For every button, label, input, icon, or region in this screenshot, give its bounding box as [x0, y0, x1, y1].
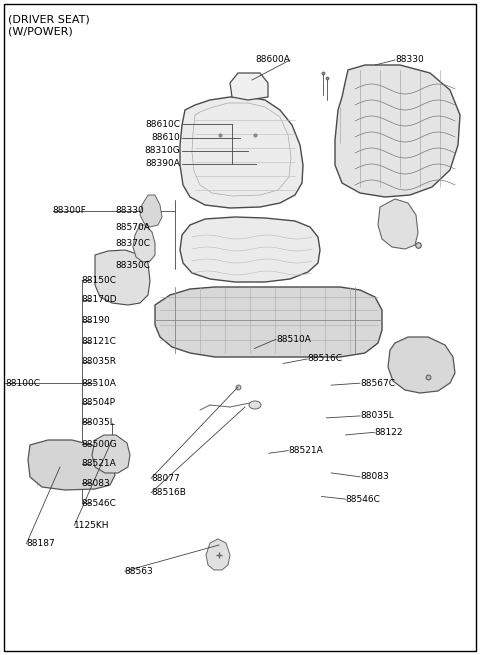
Text: 88567C: 88567C [360, 379, 395, 388]
Polygon shape [230, 73, 268, 100]
Text: 88187: 88187 [26, 539, 55, 548]
Polygon shape [180, 97, 303, 208]
Polygon shape [95, 250, 150, 305]
Text: 88150C: 88150C [82, 276, 117, 285]
Text: 88546C: 88546C [346, 495, 381, 504]
Text: 88330: 88330 [395, 56, 424, 64]
Text: 88083: 88083 [82, 479, 110, 488]
Text: 88190: 88190 [82, 316, 110, 326]
Text: 88510A: 88510A [276, 335, 311, 344]
Text: 88390A: 88390A [145, 159, 180, 168]
Text: 88330: 88330 [115, 206, 144, 215]
Text: 88510A: 88510A [82, 379, 117, 388]
Text: 88521A: 88521A [288, 446, 323, 455]
Text: 88516B: 88516B [151, 488, 186, 497]
Text: 88310G: 88310G [144, 146, 180, 155]
Polygon shape [155, 287, 382, 357]
Polygon shape [180, 217, 320, 282]
Text: 88035R: 88035R [82, 357, 117, 366]
Polygon shape [28, 440, 115, 490]
Text: 88563: 88563 [125, 567, 154, 576]
Text: 88300F: 88300F [53, 206, 87, 215]
Text: 88610: 88610 [152, 133, 180, 142]
Text: 88077: 88077 [151, 474, 180, 483]
Text: 88570A: 88570A [115, 223, 150, 232]
Text: 88035L: 88035L [360, 411, 394, 421]
Polygon shape [378, 199, 418, 249]
Text: 88083: 88083 [360, 472, 389, 481]
Text: 88121C: 88121C [82, 337, 117, 346]
Text: 88521A: 88521A [82, 459, 116, 468]
Text: 88370C: 88370C [115, 239, 150, 248]
Text: 88500G: 88500G [82, 440, 117, 449]
Text: 88122: 88122 [374, 428, 403, 437]
Text: 88504P: 88504P [82, 398, 116, 407]
Text: 88035L: 88035L [82, 418, 115, 427]
Polygon shape [388, 337, 455, 393]
Polygon shape [335, 65, 460, 197]
Text: 88350C: 88350C [115, 261, 150, 270]
Text: 88100C: 88100C [5, 379, 40, 388]
Text: 88610C: 88610C [145, 120, 180, 129]
Ellipse shape [249, 401, 261, 409]
Polygon shape [206, 539, 230, 570]
Text: 1125KH: 1125KH [74, 521, 110, 530]
Text: (DRIVER SEAT): (DRIVER SEAT) [8, 15, 90, 25]
Text: 88600A: 88600A [255, 56, 290, 64]
Polygon shape [92, 435, 130, 473]
Text: 88170D: 88170D [82, 295, 117, 305]
Text: 88516C: 88516C [307, 354, 342, 364]
Polygon shape [133, 225, 155, 262]
Text: 88546C: 88546C [82, 498, 117, 508]
Polygon shape [140, 195, 162, 227]
Text: (W/POWER): (W/POWER) [8, 27, 73, 37]
